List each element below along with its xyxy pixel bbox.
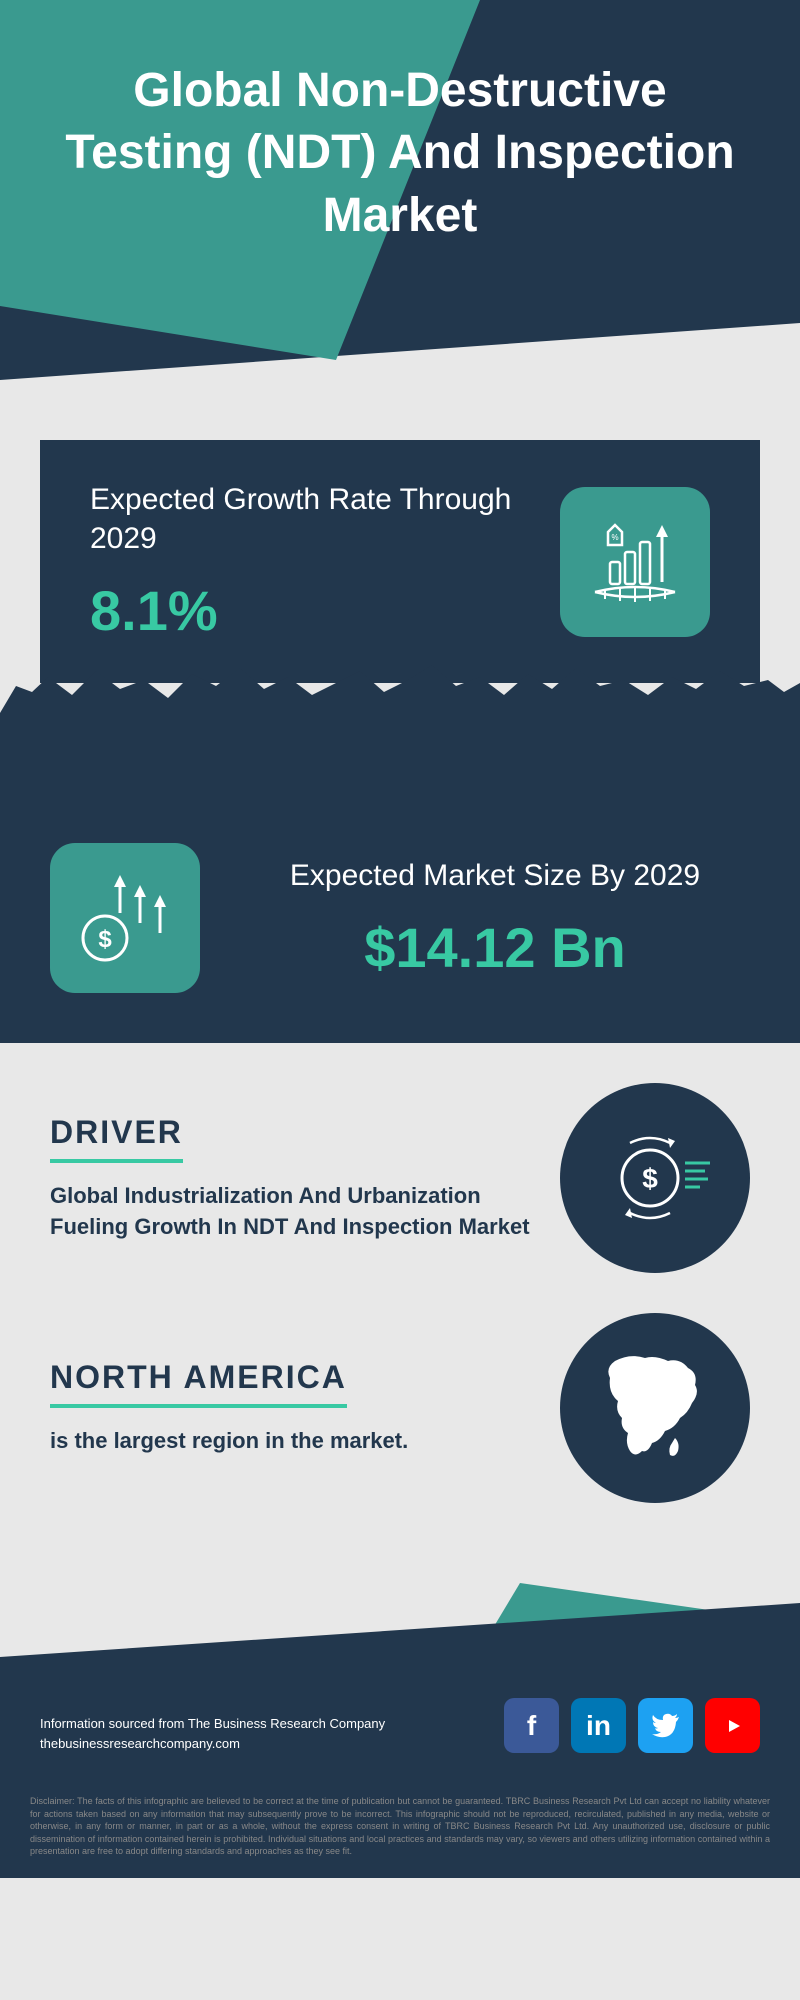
- market-size-card: $ Expected Market Size By 2029 $14.12 Bn: [0, 813, 800, 1043]
- skyline-decoration: [0, 713, 800, 813]
- social-icons-row: f in: [504, 1698, 760, 1753]
- market-size-value: $14.12 Bn: [240, 915, 750, 980]
- disclaimer-text: Disclaimer: The facts of this infographi…: [0, 1783, 800, 1878]
- svg-text:%: %: [611, 533, 618, 542]
- driver-content: DRIVER Global Industrialization And Urba…: [50, 1114, 530, 1243]
- source-line-2: thebusinessresearchcompany.com: [40, 1734, 385, 1754]
- growth-value: 8.1%: [90, 578, 560, 643]
- footer-section: Information sourced from The Business Re…: [0, 1583, 800, 1783]
- growth-label: Expected Growth Rate Through 2029: [90, 480, 560, 558]
- dollar-growth-icon: $: [50, 843, 200, 993]
- facebook-icon[interactable]: f: [504, 1698, 559, 1753]
- driver-section: DRIVER Global Industrialization And Urba…: [50, 1083, 750, 1273]
- source-line-1: Information sourced from The Business Re…: [40, 1714, 385, 1734]
- svg-text:$: $: [98, 926, 112, 953]
- exchange-icon: $: [560, 1083, 750, 1273]
- youtube-icon[interactable]: [705, 1698, 760, 1753]
- growth-rate-card: Expected Growth Rate Through 2029 8.1% %: [40, 440, 760, 683]
- region-section: NORTH AMERICA is the largest region in t…: [50, 1313, 750, 1503]
- infographic-container: Global Non-Destructive Testing (NDT) And…: [0, 0, 800, 1878]
- svg-text:$: $: [642, 1163, 658, 1194]
- twitter-icon[interactable]: [638, 1698, 693, 1753]
- north-america-map-icon: [560, 1313, 750, 1503]
- growth-chart-icon: %: [560, 487, 710, 637]
- growth-text-block: Expected Growth Rate Through 2029 8.1%: [90, 480, 560, 643]
- page-title: Global Non-Destructive Testing (NDT) And…: [0, 0, 800, 247]
- region-description: is the largest region in the market.: [50, 1426, 530, 1457]
- region-heading: NORTH AMERICA: [50, 1359, 347, 1408]
- driver-description: Global Industrialization And Urbanizatio…: [50, 1181, 530, 1243]
- source-attribution: Information sourced from The Business Re…: [40, 1714, 385, 1753]
- footer-bg-shape: [0, 1603, 800, 1783]
- footer-content-row: Information sourced from The Business Re…: [0, 1698, 800, 1753]
- driver-heading: DRIVER: [50, 1114, 183, 1163]
- linkedin-icon[interactable]: in: [571, 1698, 626, 1753]
- header-section: Global Non-Destructive Testing (NDT) And…: [0, 0, 800, 420]
- region-content: NORTH AMERICA is the largest region in t…: [50, 1359, 530, 1457]
- market-size-label: Expected Market Size By 2029: [240, 856, 750, 895]
- market-size-text-block: Expected Market Size By 2029 $14.12 Bn: [240, 856, 750, 980]
